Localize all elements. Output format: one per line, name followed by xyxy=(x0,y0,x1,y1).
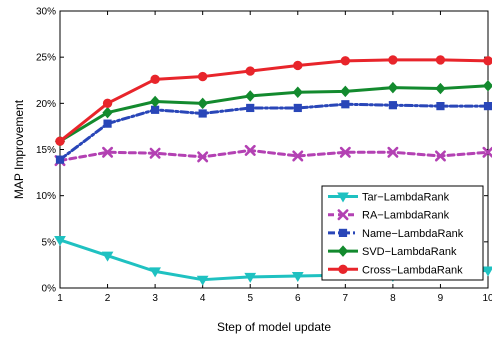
legend-swatch-marker xyxy=(338,228,348,238)
series-cross-lambdarank xyxy=(55,55,492,146)
legend-label: Name−LambdaRank xyxy=(362,228,464,240)
data-point xyxy=(482,80,492,92)
legend-swatch-marker xyxy=(337,192,349,203)
data-point xyxy=(151,105,160,114)
data-point xyxy=(55,155,65,164)
data-point xyxy=(387,81,399,94)
data-point xyxy=(245,90,256,102)
legend-entry: RA−LambdaRank xyxy=(328,209,450,222)
data-point xyxy=(244,272,257,283)
legend-entry: Cross−LambdaRank xyxy=(328,264,463,276)
x-axis-title: Step of model update xyxy=(217,320,331,334)
data-point xyxy=(388,101,397,110)
series-line xyxy=(58,102,490,162)
legend-label: Tar−LambdaRank xyxy=(362,192,450,204)
x-tick-label: 8 xyxy=(390,293,396,304)
legend-swatch-marker xyxy=(337,209,349,221)
legend-entry: SVD−LambdaRank xyxy=(328,245,457,258)
x-tick-label: 1 xyxy=(57,293,63,304)
data-point xyxy=(246,103,255,113)
legend-swatch-marker xyxy=(338,264,348,274)
x-tick-label: 2 xyxy=(105,293,111,304)
legend: Tar−LambdaRank RA−LambdaRank Name−LambdaRa… xyxy=(321,185,484,281)
data-point xyxy=(340,85,351,98)
data-point xyxy=(292,86,303,99)
legend-entry: Tar−LambdaRank xyxy=(328,192,450,204)
y-tick-label: 20% xyxy=(36,99,56,110)
legend-label: RA−LambdaRank xyxy=(362,210,450,222)
data-point xyxy=(244,144,256,156)
data-point xyxy=(197,71,208,82)
y-tick-label: 15% xyxy=(36,145,56,156)
data-point xyxy=(435,55,446,65)
legend-entry: Name−LambdaRank xyxy=(328,228,464,240)
series-ra-lambdarank xyxy=(54,144,492,167)
data-point xyxy=(197,151,209,163)
data-point xyxy=(102,146,114,158)
x-tick-label: 3 xyxy=(152,293,158,304)
data-point xyxy=(292,150,304,162)
legend-label: SVD−LambdaRank xyxy=(362,246,457,258)
y-axis-ticks: 0% 5% 10% 15% 20% 25% 30% xyxy=(36,7,488,295)
x-tick-label: 5 xyxy=(247,293,253,304)
data-point xyxy=(434,150,446,162)
data-point xyxy=(435,82,446,95)
y-axis-title: MAP Improvement xyxy=(12,99,26,199)
data-point xyxy=(196,275,209,286)
x-tick-label: 4 xyxy=(200,293,206,304)
data-point xyxy=(291,271,304,282)
y-tick-label: 10% xyxy=(36,191,56,202)
data-point xyxy=(293,103,302,113)
x-axis-ticks: 1 2 3 4 5 6 7 8 9 10 xyxy=(57,11,492,304)
data-point xyxy=(483,102,492,111)
data-point xyxy=(293,60,303,71)
series-line xyxy=(58,148,490,163)
data-point xyxy=(103,119,112,128)
data-point xyxy=(245,66,255,76)
data-point xyxy=(101,251,114,262)
x-tick-label: 7 xyxy=(343,293,349,304)
y-tick-label: 5% xyxy=(42,237,57,248)
data-point xyxy=(339,146,351,158)
data-point xyxy=(102,98,113,109)
data-point xyxy=(483,56,492,66)
legend-label: Cross−LambdaRank xyxy=(362,264,463,276)
data-point xyxy=(149,95,161,108)
data-point xyxy=(149,147,161,159)
data-point xyxy=(55,136,65,146)
data-point xyxy=(150,74,160,85)
y-tick-label: 25% xyxy=(36,53,56,64)
x-tick-label: 9 xyxy=(438,293,444,304)
data-point xyxy=(482,266,492,277)
data-point xyxy=(340,56,351,66)
legend-swatch-marker xyxy=(337,245,349,257)
data-point xyxy=(149,267,161,278)
data-point xyxy=(387,146,399,158)
data-point xyxy=(198,109,207,118)
series-line xyxy=(58,84,490,143)
series-line xyxy=(58,58,490,143)
data-point xyxy=(54,235,66,246)
x-tick-label: 10 xyxy=(482,293,492,304)
data-point xyxy=(197,97,208,110)
series-name-lambdarank xyxy=(55,100,492,164)
y-tick-label: 0% xyxy=(42,284,57,295)
data-point xyxy=(482,146,492,158)
x-tick-label: 6 xyxy=(295,293,301,304)
data-point xyxy=(436,102,445,111)
data-point xyxy=(102,106,113,119)
y-tick-label: 30% xyxy=(36,7,56,18)
series-svd-lambdarank xyxy=(54,80,492,147)
data-point xyxy=(341,100,350,109)
data-point xyxy=(388,55,398,65)
